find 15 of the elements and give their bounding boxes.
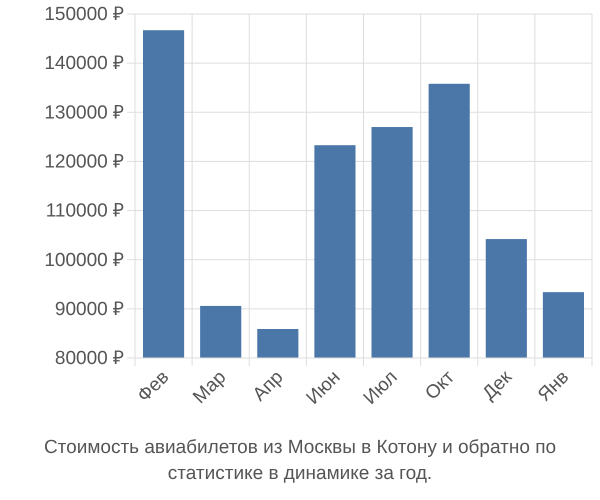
x-tick-label: Апр bbox=[248, 366, 288, 406]
y-tick-label: 80000 ₽ bbox=[54, 348, 124, 370]
y-tick-label: 100000 ₽ bbox=[44, 250, 124, 271]
text: Стоимость авиабилетов из Москвы в Котону и обратно по статистике в динамике за год. bbox=[44, 437, 556, 484]
y-tick-label: 110000 ₽ bbox=[46, 200, 124, 222]
x-tick-label: Окт bbox=[421, 366, 460, 404]
y-tick-label: 140000 ₽ bbox=[44, 53, 124, 74]
y-tick-label: 150000 ₽ bbox=[44, 4, 124, 26]
x-tick-label: Янв bbox=[534, 366, 574, 406]
x-tick-label: Мар bbox=[189, 366, 230, 408]
y-tick-label: 120000 ₽ bbox=[44, 152, 124, 173]
x-tick-label: Июн bbox=[302, 366, 345, 409]
x-tick-label: Фев bbox=[134, 366, 174, 407]
y-tick-label: 130000 ₽ bbox=[44, 102, 124, 124]
y-tick-label: 90000 ₽ bbox=[54, 298, 124, 320]
